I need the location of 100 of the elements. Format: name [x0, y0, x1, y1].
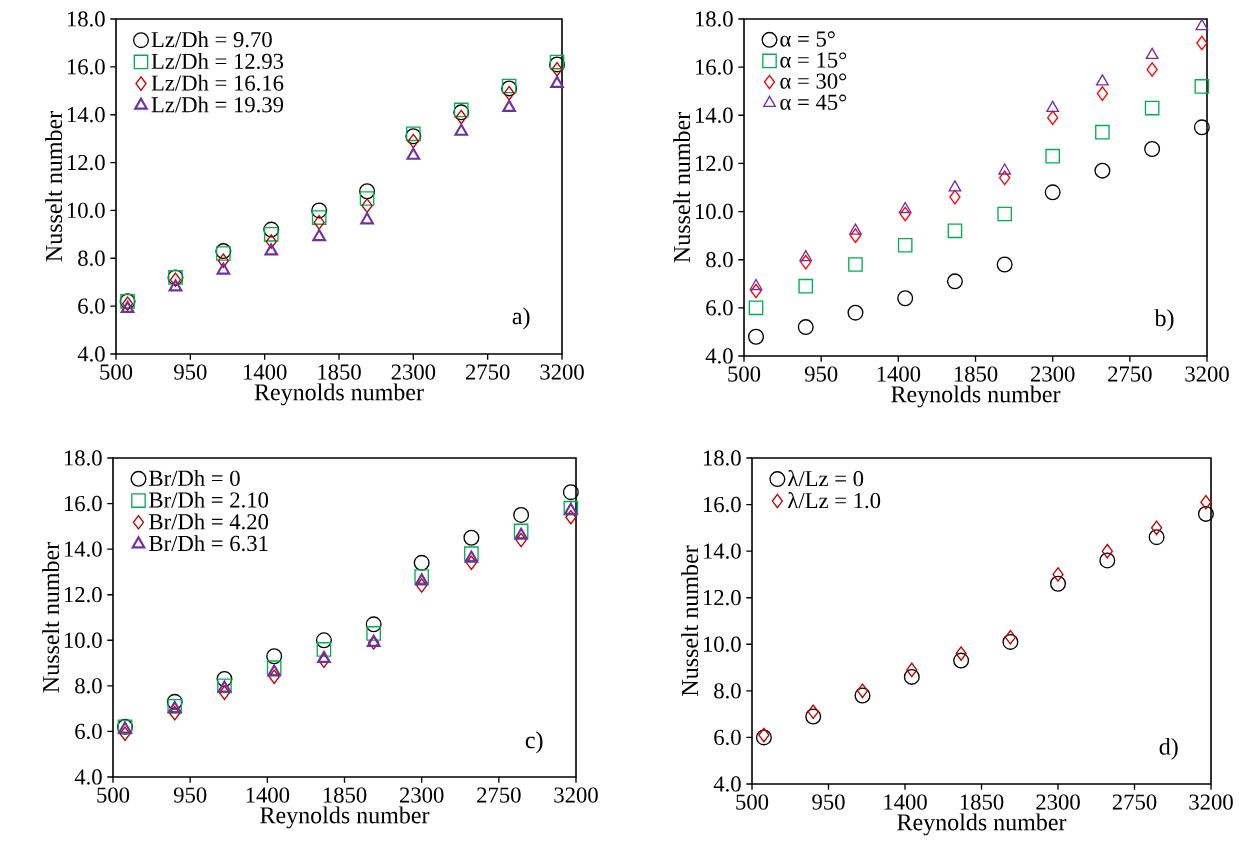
x-tick-label: 1850	[323, 787, 367, 803]
point	[359, 183, 376, 200]
x-tick-label: 1850	[954, 366, 998, 382]
annotation: a)	[512, 307, 530, 330]
point	[1044, 184, 1061, 201]
point	[551, 61, 563, 77]
x-tick-label: 1400	[243, 364, 287, 380]
point	[365, 616, 382, 633]
annotation: b)	[1154, 309, 1174, 332]
point	[266, 648, 283, 665]
point	[515, 532, 527, 548]
point	[898, 201, 912, 214]
point	[168, 279, 183, 292]
point	[1196, 35, 1208, 51]
point	[315, 632, 332, 649]
legend-label: Br/Dh = 2.10	[149, 491, 269, 508]
point	[996, 256, 1013, 273]
x-axis-title: Reynolds number	[260, 806, 430, 829]
point	[414, 573, 429, 586]
point	[949, 189, 961, 205]
annotation: d)	[1159, 737, 1178, 760]
point	[502, 99, 516, 112]
x-tick-label: 2300	[391, 364, 436, 380]
point	[854, 687, 871, 704]
point	[1094, 162, 1111, 179]
x-tick-label: 3200	[1189, 794, 1233, 810]
annotation: c)	[525, 731, 543, 754]
y-tick-label: 6.0	[75, 723, 102, 740]
y-tick-label: 18.0	[67, 11, 105, 27]
point	[1146, 62, 1158, 77]
y-tick-label: 18.0	[64, 450, 102, 466]
y-tick-label: 10.0	[64, 632, 102, 648]
legend-label: Br/Dh = 4.20	[149, 513, 269, 530]
point	[361, 198, 373, 213]
x-tick-label: 500	[97, 787, 130, 803]
point	[1197, 505, 1214, 522]
y-tick-label: 4.0	[713, 776, 741, 792]
y-axis-title: Nusselt number	[42, 542, 60, 693]
x-tick-label: 1400	[884, 794, 927, 810]
point	[311, 202, 328, 219]
point	[1099, 552, 1116, 569]
point	[464, 546, 479, 562]
point	[797, 319, 814, 336]
point	[1045, 148, 1061, 164]
y-axis-title: Nusselt number	[681, 545, 699, 696]
point	[216, 671, 233, 688]
y-tick-label: 14.0	[67, 107, 105, 123]
legend-label: Lz/Dh = 16.16	[151, 74, 284, 91]
point	[1052, 567, 1064, 582]
legend-label: α = 5°	[780, 31, 835, 47]
point	[166, 693, 183, 710]
point	[267, 664, 282, 677]
x-tick-label: 3200	[554, 787, 598, 803]
point	[514, 527, 528, 540]
point	[849, 223, 862, 235]
x-tick-label: 950	[174, 364, 207, 380]
point	[947, 223, 963, 239]
point	[359, 191, 375, 206]
point	[903, 668, 920, 685]
point	[119, 726, 131, 742]
y-tick-label: 18.0	[703, 450, 741, 466]
y-tick-label: 4.0	[705, 348, 733, 364]
x-tick-label: 1850	[318, 364, 361, 380]
point	[1050, 575, 1067, 592]
point	[748, 300, 764, 316]
point	[798, 278, 814, 294]
point	[513, 523, 529, 539]
y-axis-title: Nusselt number	[45, 111, 63, 262]
point	[1194, 79, 1210, 94]
point	[998, 163, 1012, 175]
point	[1096, 86, 1109, 101]
point	[749, 278, 763, 291]
point	[503, 85, 515, 101]
point	[750, 283, 762, 299]
y-tick-label: 16.0	[703, 496, 741, 513]
legend-label: Lz/Dh = 12.93	[151, 53, 284, 70]
x-tick-label: 950	[812, 794, 845, 810]
point	[268, 669, 280, 685]
legend-label: Lz/Dh = 19.39	[151, 96, 284, 113]
point	[1200, 494, 1212, 510]
y-tick-label: 8.0	[706, 252, 733, 268]
point	[1046, 100, 1060, 113]
legend-label: λ/Lz = 0	[787, 470, 864, 487]
y-tick-label: 10.0	[695, 203, 733, 220]
y-tick-label: 8.0	[78, 250, 105, 266]
point	[407, 133, 419, 149]
x-tick-label: 3200	[1185, 366, 1229, 382]
point	[513, 506, 530, 523]
point	[316, 642, 332, 657]
point	[562, 484, 579, 501]
x-tick-label: 1400	[877, 366, 921, 382]
legend-label: Br/Dh = 0	[149, 469, 240, 486]
point	[849, 228, 862, 243]
point	[454, 123, 469, 136]
y-tick-label: 4.0	[77, 346, 105, 362]
point	[565, 509, 577, 525]
x-tick-label: 2300	[1036, 794, 1080, 810]
y-tick-label: 12.0	[695, 155, 733, 172]
point	[998, 170, 1011, 186]
y-tick-label: 6.0	[714, 729, 741, 746]
